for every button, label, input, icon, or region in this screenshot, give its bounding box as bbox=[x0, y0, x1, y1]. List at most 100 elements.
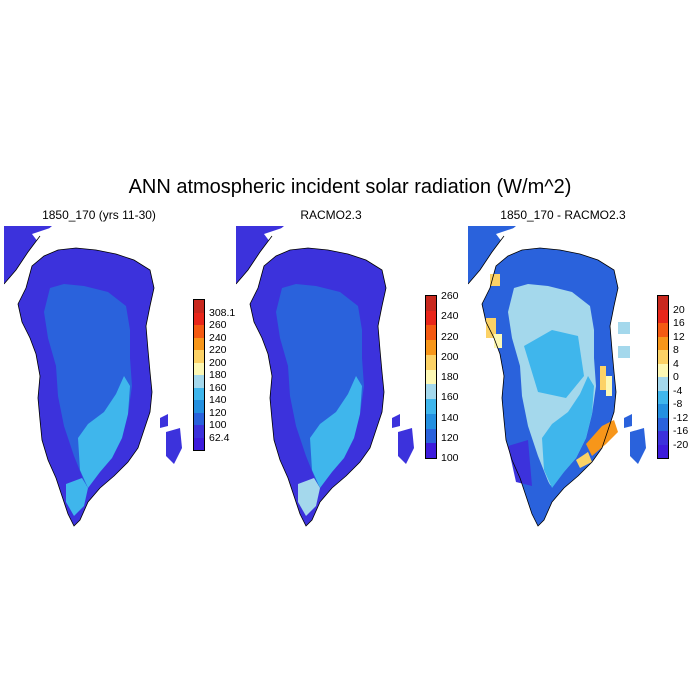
positive-anomaly-cell bbox=[600, 366, 606, 390]
colorbar-tick-label: 180 bbox=[441, 371, 459, 383]
colorbar-tick-label: 100 bbox=[209, 419, 227, 431]
colorbar-tick-label: 260 bbox=[441, 290, 459, 302]
colorbar-swatch bbox=[658, 309, 668, 324]
colorbar-swatch bbox=[658, 363, 668, 378]
colorbar-swatch bbox=[426, 443, 436, 459]
map-panel-racmo: RACMO2.3 260 240 220 200 180 160 140 120 100 bbox=[236, 208, 468, 538]
colorbar-swatch bbox=[194, 362, 204, 376]
colorbar-swatch bbox=[658, 323, 668, 337]
colorbar-swatch bbox=[426, 296, 436, 312]
colorbar-swatch bbox=[426, 384, 436, 400]
colorbar-swatch bbox=[658, 417, 668, 432]
colorbar-tick-label: 200 bbox=[441, 350, 459, 363]
colorbar-swatch bbox=[658, 296, 668, 310]
positive-anomaly-cell bbox=[576, 452, 592, 468]
colorbar-tick-label: 120 bbox=[209, 406, 227, 419]
map-panel-difference: 1850_170 - RACMO2.3 20 16 12 8 4 0 -4 -8 -12 -16-… bbox=[468, 208, 700, 538]
greenland-map bbox=[236, 226, 414, 527]
colorbar-swatch bbox=[658, 404, 668, 418]
colorbar-tick-label: 62.4 bbox=[209, 431, 230, 444]
colorbar-frame bbox=[657, 295, 669, 459]
difference-region bbox=[524, 330, 584, 398]
positive-anomaly-cell bbox=[494, 334, 502, 348]
positive-anomaly-cell bbox=[586, 420, 618, 456]
colorbar-swatch bbox=[658, 390, 668, 405]
coastal-island bbox=[630, 428, 646, 464]
coastal-island bbox=[398, 428, 414, 464]
difference-region bbox=[618, 322, 630, 334]
colorbar-tick-label: 8 bbox=[673, 344, 679, 356]
colorbar-tick-label: 308.1 bbox=[209, 306, 236, 319]
coastal-island bbox=[624, 414, 632, 428]
colorbar-swatch bbox=[194, 312, 204, 326]
colorbar-swatch bbox=[658, 336, 668, 351]
sea-gap bbox=[496, 228, 514, 242]
greenland-map bbox=[468, 226, 646, 527]
southern-dome-region bbox=[542, 376, 594, 488]
coastline bbox=[481, 247, 619, 527]
colorbar-swatch bbox=[658, 431, 668, 445]
colorbar-swatch bbox=[194, 437, 204, 451]
colorbar-tick-label: 240 bbox=[441, 310, 459, 323]
colorbar-swatch bbox=[194, 412, 204, 426]
colorbar-swatch bbox=[426, 354, 436, 371]
colorbar-swatch bbox=[194, 350, 204, 363]
colorbar-tick-label: 12 bbox=[673, 330, 685, 343]
colorbar-tick-label: 4 bbox=[673, 357, 679, 370]
colorbar-swatch bbox=[426, 399, 436, 415]
positive-anomaly-cell bbox=[486, 318, 496, 338]
figure-title: ANN atmospheric incident solar radiation… bbox=[128, 176, 572, 198]
colorbar-tick-label: 16 bbox=[673, 317, 685, 329]
greenland-map bbox=[4, 226, 182, 527]
coastline bbox=[468, 235, 505, 285]
sea-gap bbox=[32, 228, 50, 242]
colorbar-tick-label: 220 bbox=[441, 330, 459, 343]
coastline bbox=[249, 247, 387, 527]
colorbar-tick-label: 160 bbox=[441, 391, 459, 404]
colorbar-swatch bbox=[426, 369, 436, 385]
map-panel-model: 1850_170 (yrs 11-30) 308.1 260 240 220 200 18… bbox=[4, 208, 236, 538]
panel-title: RACMO2.3 bbox=[300, 208, 362, 222]
colorbar-tick-label: 0 bbox=[673, 371, 679, 383]
colorbar-tick-label: 220 bbox=[209, 344, 227, 356]
coastal-island bbox=[392, 414, 400, 428]
colorbar: 260 240 220 200 180 160 140 120 100 bbox=[425, 290, 459, 464]
colorbar-tick-label: -20 bbox=[673, 438, 689, 451]
colorbar-tick-label: -16 bbox=[673, 425, 689, 437]
southern-tip-region bbox=[66, 478, 88, 516]
colorbar-tick-label: -8 bbox=[673, 398, 683, 410]
southern-tip-region bbox=[298, 478, 320, 516]
colorbar-swatch bbox=[426, 310, 436, 326]
colorbar-swatch bbox=[194, 387, 204, 401]
colorbar: 308.1 260 240 220 200 180 160 140 120 100 62.4 bbox=[193, 299, 235, 451]
colorbar-tick-label: 120 bbox=[441, 431, 459, 444]
colorbar-swatch bbox=[426, 413, 436, 430]
colorbar-tick-label: 20 bbox=[673, 303, 685, 316]
colorbar-swatch bbox=[194, 375, 204, 388]
difference-region bbox=[508, 440, 532, 486]
colorbar-frame bbox=[193, 299, 205, 451]
colorbar-frame bbox=[425, 295, 437, 459]
positive-anomaly-cell bbox=[606, 376, 612, 396]
colorbar-tick-label: 260 bbox=[209, 319, 227, 331]
panel-title: 1850_170 - RACMO2.3 bbox=[500, 208, 626, 222]
difference-region bbox=[618, 346, 630, 358]
coastline bbox=[236, 235, 273, 285]
colorbar-tick-label: 240 bbox=[209, 331, 227, 344]
colorbar-swatch bbox=[658, 444, 668, 459]
colorbar-tick-label: -12 bbox=[673, 411, 689, 424]
colorbar: 20 16 12 8 4 0 -4 -8 -12 -16 -20 bbox=[657, 295, 688, 459]
colorbar-swatch bbox=[426, 325, 436, 341]
colorbar-tick-label: 100 bbox=[441, 452, 459, 464]
coastline bbox=[17, 247, 155, 527]
colorbar-tick-label: 200 bbox=[209, 356, 227, 369]
colorbar-swatch bbox=[426, 428, 436, 444]
southern-tip-region bbox=[530, 478, 552, 516]
colorbar-tick-label: 180 bbox=[209, 369, 227, 381]
colorbar-tick-label: -4 bbox=[673, 384, 683, 397]
colorbar-swatch bbox=[194, 400, 204, 413]
colorbar-swatch bbox=[658, 350, 668, 364]
sea-gap bbox=[264, 228, 282, 242]
colorbar-swatch bbox=[194, 425, 204, 438]
colorbar-swatch bbox=[194, 300, 204, 313]
